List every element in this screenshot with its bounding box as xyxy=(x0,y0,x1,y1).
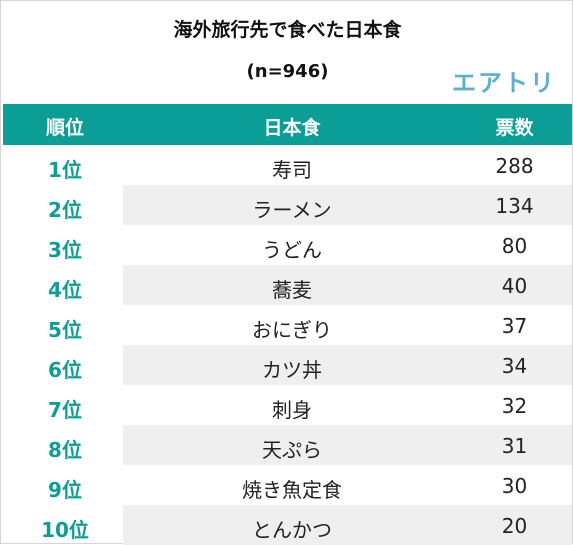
table-row: 5位 おにぎり 37 xyxy=(3,305,572,345)
table-row: 6位 カツ丼 34 xyxy=(3,345,572,385)
row-stripe xyxy=(123,305,572,345)
row-stripe xyxy=(123,225,572,265)
rank-cell: 3位 xyxy=(48,238,82,262)
table-row: 7位 刺身 32 xyxy=(3,385,572,425)
votes-cell: 20 xyxy=(501,514,528,538)
airtrip-logo: エアトリ xyxy=(452,69,556,97)
table-row: 10位 とんかつ 20 xyxy=(3,505,572,545)
table-body: 1位 寿司 288 2位 ラーメン 134 3位 うどん 80 4位 蕎麦 40 5位 おにぎり 37 6位 カ… xyxy=(3,145,572,545)
food-cell: 寿司 xyxy=(272,158,312,182)
table-header: 順位 日本食 票数 xyxy=(3,104,572,145)
food-cell: おにぎり xyxy=(252,318,332,342)
column-header-food: 日本食 xyxy=(263,117,321,139)
row-stripe xyxy=(123,465,572,505)
votes-cell: 34 xyxy=(501,354,528,378)
column-header-rank: 順位 xyxy=(45,117,84,139)
food-cell: 刺身 xyxy=(272,398,312,422)
food-cell: カツ丼 xyxy=(262,358,322,382)
votes-cell: 80 xyxy=(501,234,528,258)
food-cell: 天ぷら xyxy=(262,438,322,462)
food-cell: 焼き魚定食 xyxy=(242,478,342,502)
row-stripe xyxy=(123,185,572,225)
chart-title: 海外旅行先で食べた日本食 xyxy=(173,19,402,41)
votes-cell: 134 xyxy=(495,194,534,218)
row-stripe xyxy=(123,145,572,185)
table-row: 8位 天ぷら 31 xyxy=(3,425,572,465)
rank-cell: 9位 xyxy=(48,478,82,502)
votes-cell: 30 xyxy=(501,474,528,498)
rank-cell: 6位 xyxy=(48,358,82,382)
row-stripe xyxy=(123,385,572,425)
food-cell: 蕎麦 xyxy=(272,278,312,302)
rank-cell: 8位 xyxy=(48,438,82,462)
row-stripe xyxy=(123,265,572,305)
row-stripe xyxy=(123,425,572,465)
rank-cell: 1位 xyxy=(48,158,82,182)
food-cell: ラーメン xyxy=(252,198,332,222)
table-row: 3位 うどん 80 xyxy=(3,225,572,265)
rank-cell: 4位 xyxy=(48,278,82,302)
table-row: 2位 ラーメン 134 xyxy=(3,185,572,225)
table-row: 1位 寿司 288 xyxy=(3,145,572,185)
votes-cell: 37 xyxy=(501,314,528,338)
rank-cell: 10位 xyxy=(41,518,89,542)
table-row: 4位 蕎麦 40 xyxy=(3,265,572,305)
rank-cell: 2位 xyxy=(48,198,82,222)
row-stripe xyxy=(123,345,572,385)
chart-subtitle: (n=946) xyxy=(246,61,329,82)
row-stripe xyxy=(123,505,572,545)
food-cell: とんかつ xyxy=(252,518,332,542)
votes-cell: 40 xyxy=(501,274,528,298)
rank-cell: 7位 xyxy=(48,398,82,422)
rank-cell: 5位 xyxy=(48,318,82,342)
column-header-votes: 票数 xyxy=(495,117,534,139)
votes-cell: 32 xyxy=(501,394,528,418)
votes-cell: 31 xyxy=(501,434,528,458)
table-row: 9位 焼き魚定食 30 xyxy=(3,465,572,505)
food-cell: うどん xyxy=(262,238,322,262)
votes-cell: 288 xyxy=(495,154,534,178)
